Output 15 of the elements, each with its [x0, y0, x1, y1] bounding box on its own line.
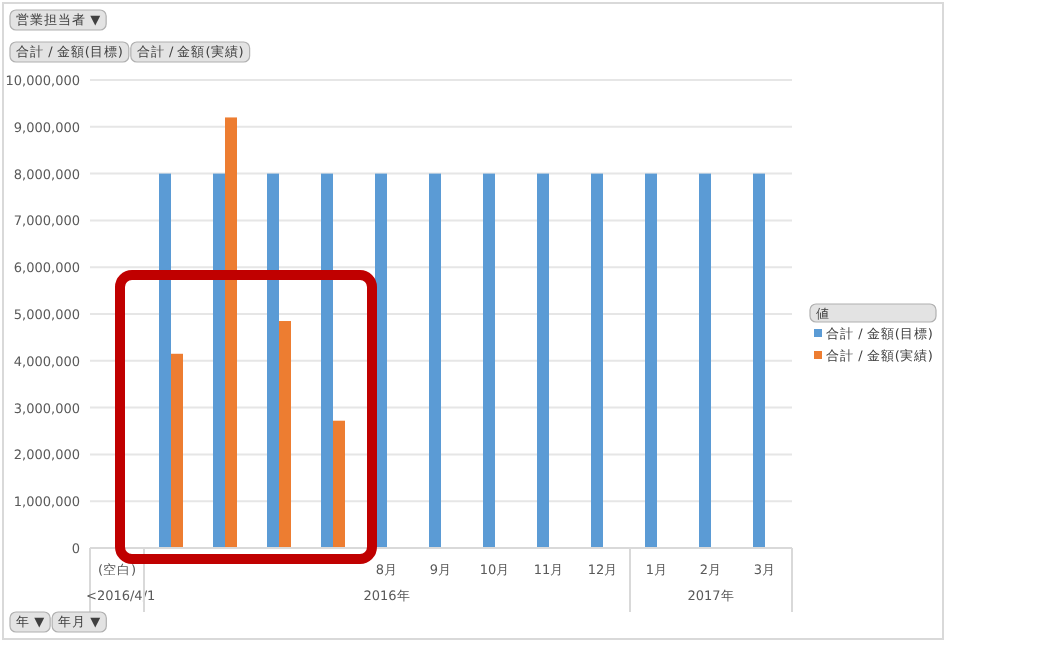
bar	[225, 117, 237, 548]
bar	[279, 321, 291, 548]
bar	[483, 173, 495, 548]
bar	[699, 173, 711, 548]
bar	[645, 173, 657, 548]
bar	[159, 173, 171, 548]
bar	[171, 353, 183, 548]
bar	[267, 173, 279, 548]
bar	[213, 173, 225, 548]
bar	[591, 173, 603, 548]
bar	[537, 173, 549, 548]
bar	[333, 420, 345, 548]
bar	[753, 173, 765, 548]
bar	[321, 173, 333, 548]
bar	[429, 173, 441, 548]
